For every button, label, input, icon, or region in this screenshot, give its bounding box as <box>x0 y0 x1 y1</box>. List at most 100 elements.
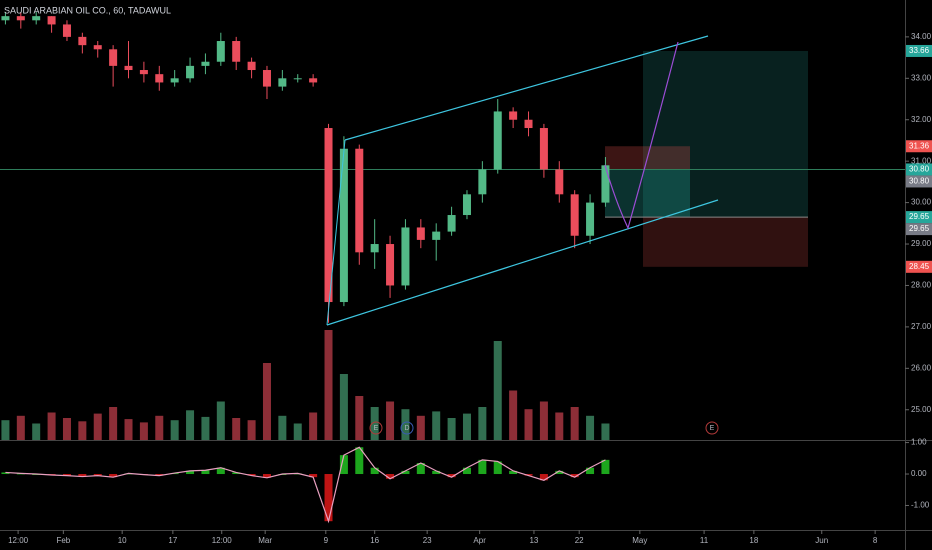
volume-bar <box>401 409 410 440</box>
volume-bar <box>355 396 364 440</box>
event-label: D <box>404 425 409 432</box>
candle-body <box>186 65 195 79</box>
long-stop-zone <box>643 217 808 267</box>
candle-body <box>78 36 87 46</box>
candle-body <box>416 227 425 240</box>
volume-bar <box>186 410 195 440</box>
candle-body <box>432 231 441 240</box>
price-label: 30.80 <box>909 165 930 174</box>
short-target-zone <box>605 169 690 218</box>
oscillator-bar <box>601 459 610 475</box>
candle-body <box>139 70 148 75</box>
oscillator-bar <box>370 467 379 475</box>
candle-body <box>462 194 471 216</box>
candle-body <box>370 244 379 253</box>
volume-bar <box>32 423 41 440</box>
x-tick-label: 22 <box>575 536 584 545</box>
volume-bar <box>170 420 179 440</box>
oscillator-bar <box>524 474 533 476</box>
y-tick-label: 25.00 <box>911 405 932 414</box>
oscillator-bar <box>186 470 195 475</box>
oscillator-bar <box>232 472 241 475</box>
x-tick-label: Jun <box>815 536 828 545</box>
oscillator-bar <box>1 472 10 475</box>
oscillator-bar <box>493 461 502 475</box>
oscillator-bar <box>586 467 595 475</box>
oscillator-bar <box>201 470 210 475</box>
volume-bar <box>109 407 118 440</box>
candle-body <box>293 78 302 80</box>
y-tick-label: 26.00 <box>911 363 932 372</box>
volume-bar <box>416 415 425 440</box>
price-label: 33.66 <box>909 46 930 55</box>
oscillator-bar <box>339 455 348 475</box>
y-tick-label: 32.00 <box>911 115 932 124</box>
long-target-zone <box>643 50 808 218</box>
oscillator-line <box>5 446 606 524</box>
candle-body <box>93 45 102 50</box>
candle-body <box>539 128 548 170</box>
candle-body <box>216 41 225 62</box>
y-tick-label: 34.00 <box>911 32 932 41</box>
volume-bar <box>1 420 10 440</box>
oscillator-bar <box>539 474 548 481</box>
oscillator-bar <box>93 474 102 476</box>
candle-body <box>524 119 533 129</box>
volume-bar <box>339 374 348 440</box>
volume-bar <box>370 407 379 440</box>
volume-bar <box>386 401 395 440</box>
candle-body <box>324 128 333 303</box>
oscillator-bar <box>555 470 564 475</box>
x-tick-label: Apr <box>473 536 486 545</box>
volume-bar <box>447 418 456 440</box>
candle-body <box>124 65 133 71</box>
candle-body <box>62 24 71 37</box>
oscillator-bar <box>62 474 71 476</box>
candle-body <box>170 78 179 83</box>
y-tick-label: 31.00 <box>911 156 932 165</box>
candle-body <box>509 111 518 120</box>
candle-body <box>232 41 241 62</box>
price-label-box <box>906 260 932 273</box>
y-tick-label: 33.00 <box>911 73 932 82</box>
volume-bar <box>47 412 56 440</box>
oscillator-bar <box>355 447 364 475</box>
event-label: E <box>374 425 379 432</box>
candle-body <box>386 244 395 286</box>
volume-bar <box>124 419 133 440</box>
oscillator-bar <box>432 470 441 475</box>
channel-upper <box>344 35 709 141</box>
volume-bar <box>62 418 71 440</box>
candle-body <box>16 16 25 21</box>
volume-bar <box>601 423 610 440</box>
y-tick-label: 28.00 <box>911 281 932 290</box>
volume-bar <box>478 407 487 440</box>
price-label: 31.36 <box>909 141 930 150</box>
volume-bar <box>262 363 271 440</box>
oscillator-bar <box>447 474 456 478</box>
price-label-box <box>906 140 932 153</box>
oscillator-bar <box>570 474 579 478</box>
oscillator-bar <box>401 470 410 475</box>
volume-bar <box>555 412 564 440</box>
projection-path <box>604 41 679 230</box>
candle-body <box>247 61 256 71</box>
volume-bar <box>432 411 441 440</box>
x-tick-label: 18 <box>749 536 758 545</box>
candle-body <box>262 70 271 87</box>
candle-body <box>32 16 41 21</box>
x-tick-label: 17 <box>168 536 177 545</box>
event-circle <box>400 421 414 435</box>
volume-bar <box>293 423 302 440</box>
oscillator-bar <box>509 470 518 475</box>
volume-bar <box>462 413 471 440</box>
volume-bar <box>570 407 579 440</box>
y2-tick-label: 1.00 <box>911 438 927 447</box>
x-tick-label: 23 <box>423 536 432 545</box>
price-pane <box>1 12 610 440</box>
x-tick-label: 8 <box>873 536 878 545</box>
volume-bar <box>139 422 148 440</box>
volume-bar <box>278 415 287 440</box>
candle-body <box>339 148 348 303</box>
